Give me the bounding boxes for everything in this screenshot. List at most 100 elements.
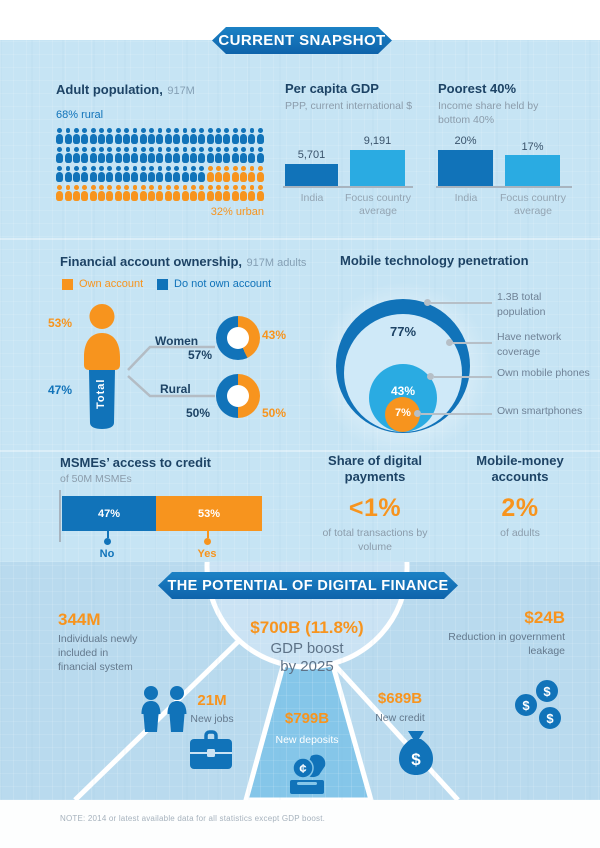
person-icon	[173, 147, 181, 163]
person-icon	[189, 185, 197, 201]
callout-dot-mobile	[427, 373, 434, 380]
poorest-bar-india	[438, 150, 493, 186]
credit-desc: New credit	[375, 712, 425, 724]
footnote: NOTE: 2014 or latest available data for …	[60, 814, 326, 823]
mobile-title: Mobile technology penetration	[340, 253, 529, 268]
person-icon	[173, 128, 181, 144]
population-pictogram	[56, 128, 264, 201]
donut-rural	[216, 374, 260, 418]
msme-yes-label: Yes	[197, 548, 217, 560]
person-icon	[89, 147, 97, 163]
callout-line-population	[431, 302, 492, 304]
adult-population-title: Adult population, 917M	[56, 81, 195, 99]
leakage-value: $24B	[524, 608, 565, 627]
section-divider	[0, 238, 600, 240]
person-icon	[139, 185, 147, 201]
person-icon	[56, 185, 64, 201]
person-icon	[123, 185, 131, 201]
person-icon	[156, 147, 164, 163]
person-icon	[106, 185, 114, 201]
person-icon	[81, 128, 89, 144]
person-icon	[198, 147, 206, 163]
person-icon	[106, 147, 114, 163]
person-icon	[248, 128, 256, 144]
msme-no-stem	[107, 531, 109, 538]
person-icon	[189, 147, 197, 163]
deposits-value: $799B	[284, 710, 330, 727]
person-icon	[240, 185, 248, 201]
person-icon	[114, 147, 122, 163]
ownership-connectors	[127, 345, 215, 398]
person-icon	[64, 128, 72, 144]
person-icon	[148, 128, 156, 144]
person-icon	[139, 128, 147, 144]
person-icon	[81, 185, 89, 201]
person-icon	[206, 185, 214, 201]
person-icon	[206, 128, 214, 144]
person-icon	[256, 185, 264, 201]
person-icon	[148, 166, 156, 182]
person-icon	[81, 147, 89, 163]
gdp-cat-india: India	[300, 192, 324, 204]
jobs-value: 21M	[197, 692, 227, 709]
ownership-title-text: Financial account ownership,	[60, 254, 243, 269]
callout-line-network	[453, 342, 492, 344]
legend-not-swatch	[157, 279, 168, 290]
person-icon	[72, 166, 80, 182]
person-icon	[231, 128, 239, 144]
msme-yes-stem	[207, 531, 209, 538]
person-icon	[181, 166, 189, 182]
person-icon	[223, 166, 231, 182]
digital-payments-value: <1%	[348, 494, 402, 522]
legend-not-label: Do not own account	[174, 278, 272, 290]
adult-population-total: 917M	[167, 85, 195, 97]
credit-value: $689B	[377, 690, 423, 707]
person-icon	[131, 147, 139, 163]
digital-payments-title: Share of digital payments	[328, 453, 422, 485]
msme-chart: 47% 53%	[62, 496, 262, 531]
network-pct: 77%	[389, 324, 417, 339]
person-icon	[189, 128, 197, 144]
callout-dot-smartphone	[414, 410, 421, 417]
gdp-boost-line2: by 2025	[280, 658, 334, 675]
total-own-pct: 53%	[47, 316, 72, 330]
inclusion-desc: Individuals newly included in financial …	[58, 633, 138, 674]
women-label: Women	[155, 334, 199, 348]
person-icon	[89, 185, 97, 201]
digital-payments-note: of total transactions by volume	[322, 527, 428, 553]
person-icon	[181, 147, 189, 163]
msme-yes-dot	[204, 538, 211, 545]
person-icon	[148, 147, 156, 163]
person-icon	[131, 166, 139, 182]
person-icon	[123, 147, 131, 163]
gdp-boost-value: $700B (11.8%)	[250, 618, 364, 637]
person-icon	[240, 147, 248, 163]
footer-band	[0, 800, 600, 848]
svg-text:$: $	[411, 750, 421, 769]
deposits-desc: New deposits	[275, 734, 339, 746]
person-icon	[256, 147, 264, 163]
person-icon	[231, 166, 239, 182]
rural-label: Rural	[160, 382, 191, 396]
person-icon	[173, 166, 181, 182]
gdp-chart	[285, 150, 415, 186]
person-icon	[106, 166, 114, 182]
person-icon	[164, 166, 172, 182]
person-icon	[64, 185, 72, 201]
callout-line-mobile	[434, 376, 492, 378]
msme-no-label: No	[99, 548, 115, 560]
person-icon	[81, 166, 89, 182]
person-icon	[189, 166, 197, 182]
person-icon	[156, 185, 164, 201]
gdp-boost-line1: GDP boost	[270, 640, 344, 657]
person-icon	[123, 166, 131, 182]
person-icon	[206, 166, 214, 182]
briefcase-icon	[190, 730, 232, 769]
callout-label-mobile: Own mobile phones	[497, 367, 590, 379]
poorest-cat-focus: Focus country average	[500, 192, 566, 218]
person-icon	[248, 166, 256, 182]
person-icon	[223, 185, 231, 201]
mobile-money-title: Mobile-money accounts	[476, 453, 564, 485]
person-icon	[72, 185, 80, 201]
